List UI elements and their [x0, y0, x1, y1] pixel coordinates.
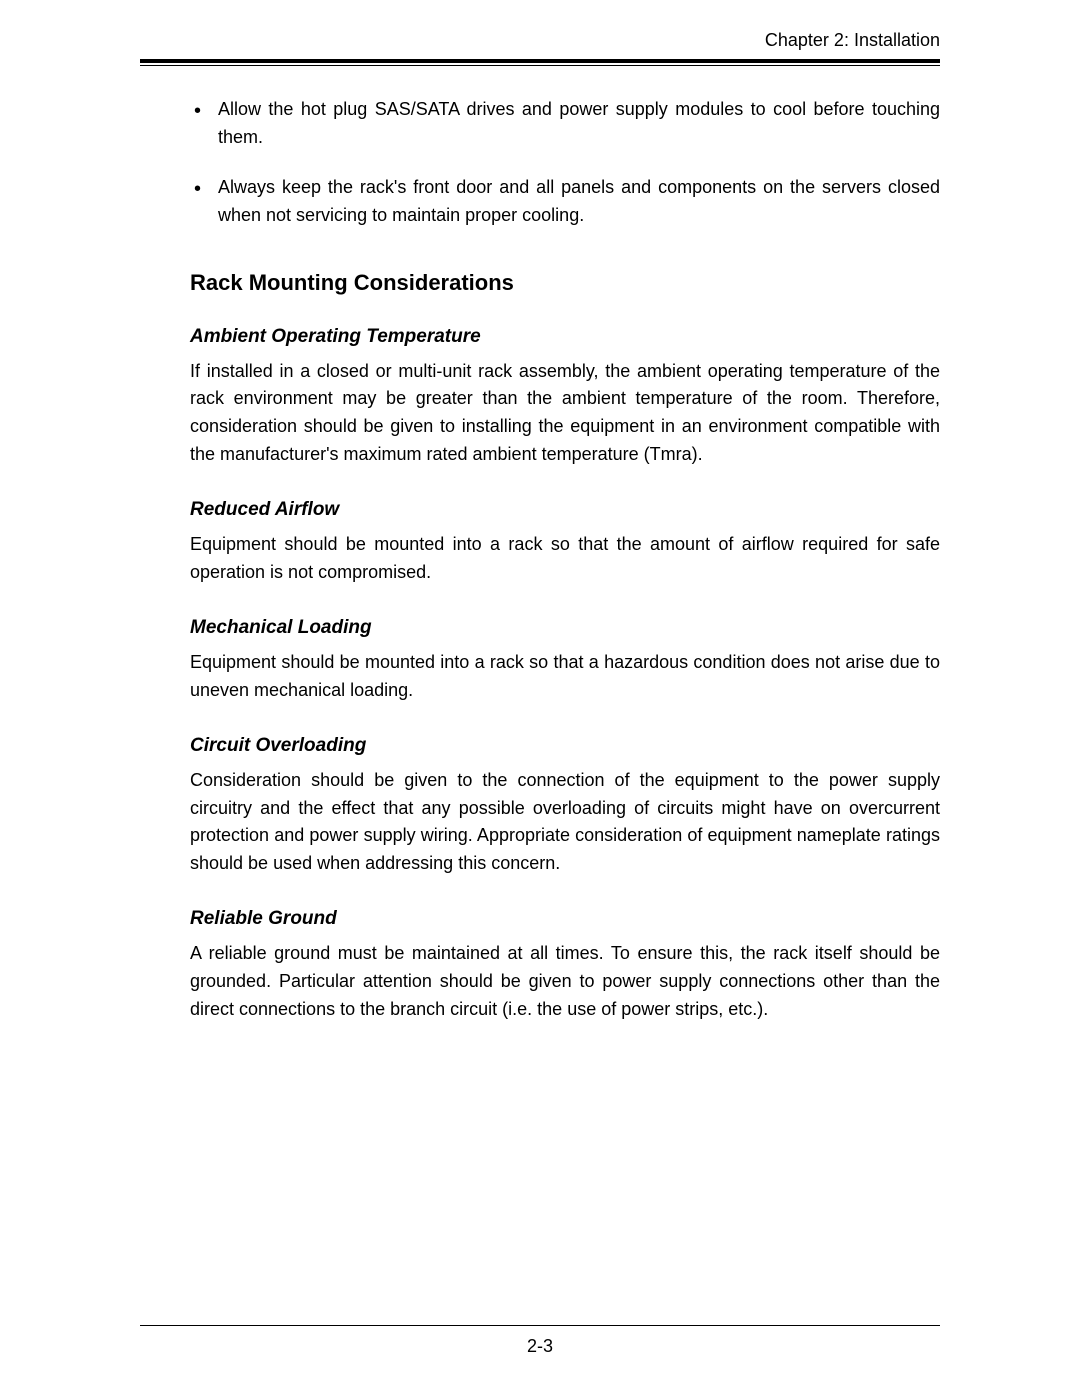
page-number: 2-3 — [140, 1336, 940, 1357]
subsection-body: If installed in a closed or multi-unit r… — [190, 358, 940, 470]
page-footer: 2-3 — [140, 1325, 940, 1357]
page: Chapter 2: Installation Allow the hot pl… — [0, 0, 1080, 1397]
chapter-header: Chapter 2: Installation — [140, 30, 940, 51]
bullet-item: Always keep the rack's front door and al… — [190, 174, 940, 230]
subsection-title: Mechanical Loading — [190, 617, 940, 639]
subsection-title: Circuit Overloading — [190, 735, 940, 757]
subsection-title: Ambient Operating Temperature — [190, 326, 940, 348]
bullet-list: Allow the hot plug SAS/SATA drives and p… — [190, 96, 940, 230]
subsection-body: A reliable ground must be maintained at … — [190, 940, 940, 1024]
content-area: Allow the hot plug SAS/SATA drives and p… — [140, 96, 940, 1024]
section-title: Rack Mounting Considerations — [190, 270, 940, 296]
subsection-body: Equipment should be mounted into a rack … — [190, 649, 940, 705]
footer-rule — [140, 1325, 940, 1326]
subsection-body: Equipment should be mounted into a rack … — [190, 531, 940, 587]
header-rule-thin — [140, 65, 940, 66]
bullet-item: Allow the hot plug SAS/SATA drives and p… — [190, 96, 940, 152]
header-rule-thick — [140, 59, 940, 63]
subsection-body: Consideration should be given to the con… — [190, 767, 940, 879]
subsection-title: Reliable Ground — [190, 908, 940, 930]
subsection-title: Reduced Airflow — [190, 499, 940, 521]
